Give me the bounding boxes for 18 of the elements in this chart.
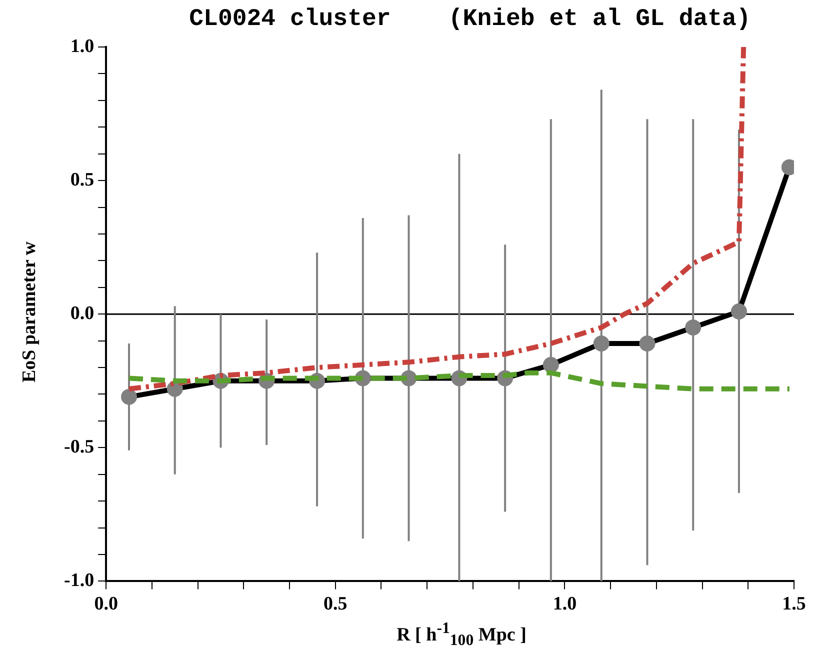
y-tick-label: 1.0 xyxy=(70,36,94,57)
y-tick-label: 0.0 xyxy=(70,303,94,324)
point xyxy=(542,356,559,373)
point xyxy=(593,335,610,352)
x-axis-title: R [ h$^{-1}$$_{100}$ Mpc ] xyxy=(396,620,528,650)
point xyxy=(639,335,656,352)
chart-title: CL0024 cluster (Knieb et al GL data) xyxy=(188,6,752,33)
x-tick-label: 1.0 xyxy=(552,594,577,615)
x-tick-label: 0.5 xyxy=(324,594,348,615)
x-tick-label: 0.0 xyxy=(94,594,118,615)
point xyxy=(730,303,747,320)
y-tick-label: -0.5 xyxy=(64,436,94,458)
point xyxy=(685,319,702,336)
y-tick-label: -1.0 xyxy=(64,570,94,592)
y-tick-label: 0.5 xyxy=(70,169,94,190)
point xyxy=(121,388,138,405)
x-tick-label: 1.5 xyxy=(782,594,806,615)
y-axis-title: EoS parameter w xyxy=(19,241,41,383)
